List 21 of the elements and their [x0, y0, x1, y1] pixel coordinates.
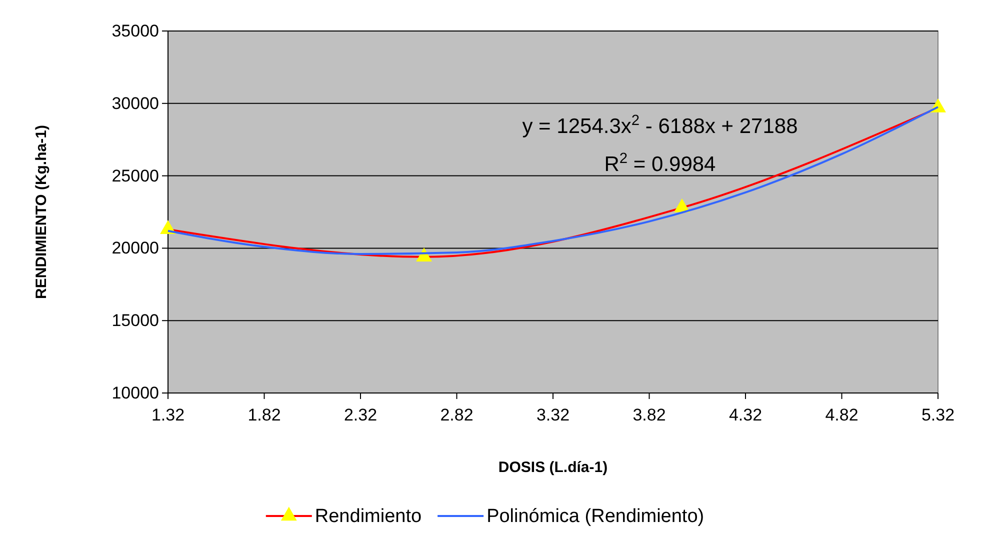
y-tick-label: 30000 — [112, 94, 159, 113]
y-tick-label: 25000 — [112, 166, 159, 186]
x-tick-label: 3.32 — [536, 406, 570, 425]
y-axis-title: RENDIMIENTO (Kg.ha-1) — [33, 125, 50, 299]
legend-label: Polinómica (Rendimiento) — [486, 506, 704, 527]
y-tick-label: 10000 — [112, 383, 159, 402]
x-tick-label: 4.32 — [728, 406, 762, 425]
x-tick-label: 3.82 — [632, 406, 666, 425]
x-tick-label: 4.82 — [825, 406, 858, 425]
x-tick-label: 2.82 — [440, 406, 474, 425]
y-tick-label: 35000 — [112, 21, 159, 40]
legend-label: Rendimiento — [314, 506, 422, 527]
x-tick-label: 5.32 — [921, 406, 955, 425]
y-tick-label: 20000 — [112, 238, 159, 258]
annotation: R$^{2}$ = 0.9984 — [604, 151, 716, 176]
annotation: y = 1254.3x$^{2}$ - 6188x + 27188 — [522, 113, 798, 138]
y-tick-label: 15000 — [112, 311, 159, 330]
x-tick-label: 2.32 — [344, 406, 378, 425]
x-tick-label: 1.82 — [248, 406, 281, 425]
x-tick-label: 1.32 — [151, 406, 185, 425]
x-axis-title: DOSIS (L.día-1) — [498, 459, 608, 476]
